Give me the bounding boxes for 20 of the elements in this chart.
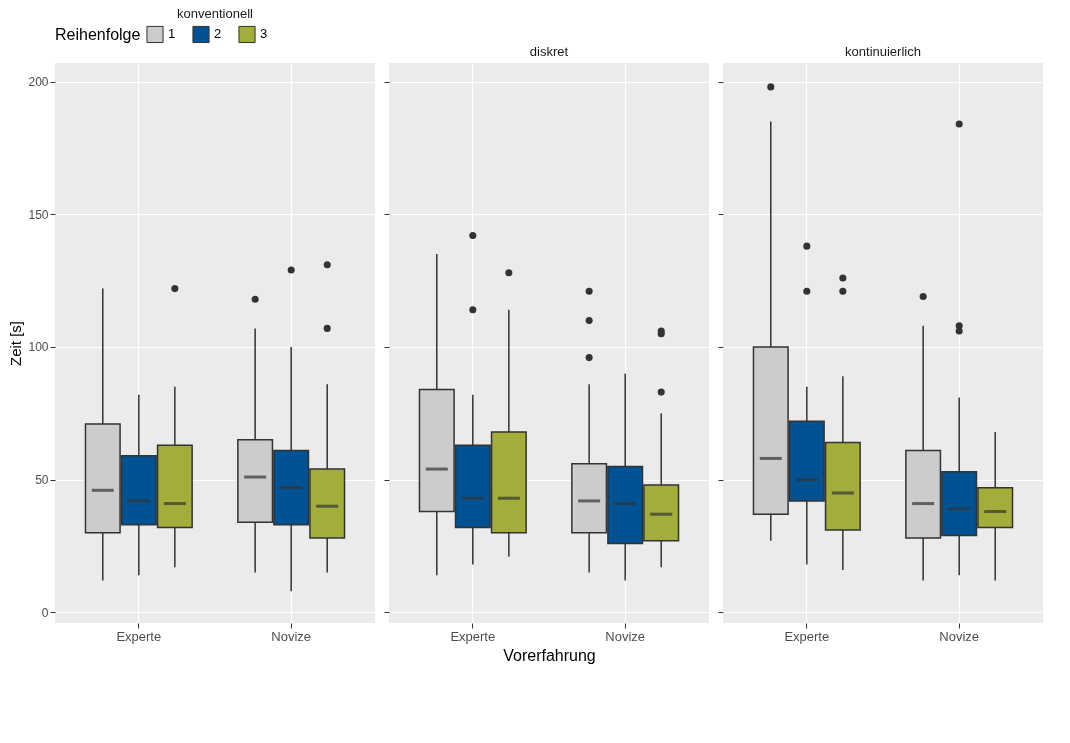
chart-title: konventionell [177, 6, 254, 21]
legend-label: 3 [260, 26, 268, 42]
x-tick-label: Novize [939, 628, 980, 644]
y-tick-label: 100 [28, 340, 49, 355]
y-axis-title: Zeit [s] [7, 320, 25, 367]
x-axis-title: Vorerfahrung [503, 646, 596, 664]
legend-label: 1 [168, 26, 176, 42]
x-tick-label: Experte [450, 628, 496, 644]
chart-title: kontinuierlich [845, 44, 921, 59]
x-tick-label: Novize [271, 628, 312, 644]
x-tick-label: Novize [605, 628, 646, 644]
y-tick-label: 200 [28, 75, 49, 90]
y-tick-label: 50 [35, 473, 49, 488]
x-tick-label: Experte [784, 628, 830, 644]
y-tick-label: 0 [41, 605, 49, 620]
x-tick-label: Experte [116, 628, 162, 644]
legend-title: Reihenfolge [55, 26, 141, 43]
chart-title: diskret [529, 44, 569, 59]
y-tick-label: 150 [28, 207, 49, 222]
legend-label: 2 [214, 26, 222, 42]
